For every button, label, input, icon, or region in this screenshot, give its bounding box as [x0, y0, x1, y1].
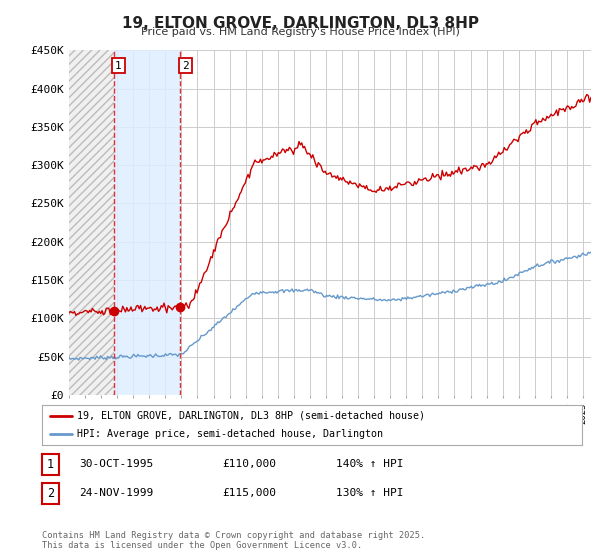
Text: 30-OCT-1995: 30-OCT-1995 — [79, 459, 154, 469]
Text: 1: 1 — [47, 458, 54, 471]
Text: Contains HM Land Registry data © Crown copyright and database right 2025.
This d: Contains HM Land Registry data © Crown c… — [42, 531, 425, 550]
Text: 19, ELTON GROVE, DARLINGTON, DL3 8HP: 19, ELTON GROVE, DARLINGTON, DL3 8HP — [121, 16, 479, 31]
Bar — [69, 50, 115, 395]
Text: HPI: Average price, semi-detached house, Darlington: HPI: Average price, semi-detached house,… — [77, 430, 383, 439]
Text: £115,000: £115,000 — [222, 488, 276, 498]
Text: 1: 1 — [115, 60, 122, 71]
Bar — [115, 50, 180, 395]
Text: 19, ELTON GROVE, DARLINGTON, DL3 8HP (semi-detached house): 19, ELTON GROVE, DARLINGTON, DL3 8HP (se… — [77, 411, 425, 421]
Text: 24-NOV-1999: 24-NOV-1999 — [79, 488, 154, 498]
Text: 140% ↑ HPI: 140% ↑ HPI — [336, 459, 404, 469]
Text: £110,000: £110,000 — [222, 459, 276, 469]
Text: 130% ↑ HPI: 130% ↑ HPI — [336, 488, 404, 498]
Text: Price paid vs. HM Land Registry's House Price Index (HPI): Price paid vs. HM Land Registry's House … — [140, 27, 460, 37]
Text: 2: 2 — [182, 60, 189, 71]
Text: 2: 2 — [47, 487, 54, 500]
